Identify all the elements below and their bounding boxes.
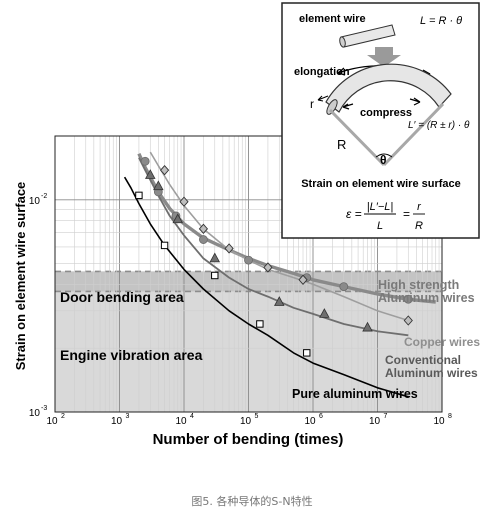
series-label-1: High strength [378, 278, 459, 292]
data-point-circle [244, 255, 253, 265]
straight-wire-icon [339, 24, 396, 48]
x-tick-exponent: 6 [319, 413, 323, 420]
x-tick-exponent: 8 [448, 413, 452, 420]
x-tick-exponent: 2 [61, 413, 65, 420]
data-point-square [211, 271, 219, 280]
strain-equation: ε = |L′−L| L = r R [346, 201, 425, 232]
data-point-diamond [179, 196, 189, 207]
series-label-4: Pure aluminum wires [292, 387, 418, 401]
radius-r-marker [317, 95, 329, 102]
data-point-triangle [145, 169, 156, 179]
series-label-2: Copper wires [404, 335, 480, 349]
data-point-circle [403, 294, 413, 304]
series-label-3: Aluminum wires [385, 366, 478, 380]
data-point-triangle [172, 213, 184, 224]
x-tick-exponent: 4 [190, 413, 194, 420]
R-label: R [337, 137, 346, 152]
y-axis-title: Strain on element wire surface [13, 182, 28, 371]
inset-title: Strain on element wire surface [301, 178, 461, 190]
data-point-square [160, 241, 169, 250]
data-point-triangle [319, 308, 330, 318]
svg-text:|L′−L|: |L′−L| [367, 201, 394, 213]
data-point-circle [140, 156, 150, 166]
y-tick-label: 10 [29, 196, 41, 207]
data-point-diamond [263, 262, 273, 273]
theta-arc [375, 153, 393, 158]
series-label-3: Conventional [385, 353, 461, 367]
data-point-diamond [198, 223, 209, 235]
data-point-diamond [298, 274, 308, 285]
compress-label: compress [360, 107, 412, 119]
inset-strain-diagram: element wire L = R · θ elongation compre… [281, 2, 480, 239]
element-wire-label: element wire [299, 13, 366, 25]
data-point-diamond [224, 243, 234, 254]
data-point-circle [339, 282, 349, 292]
data-point-diamond [159, 165, 170, 176]
radius-lines [328, 102, 445, 167]
y-tick-exponent: -2 [41, 193, 47, 200]
elongation-label: elongation [294, 66, 350, 78]
r-label: r [310, 97, 314, 111]
door-bending-area-label: Door bending area [60, 289, 184, 305]
data-point-triangle [209, 252, 221, 263]
data-point-square [256, 320, 264, 328]
y-tick-exponent: -3 [41, 405, 47, 412]
series-label-1: Aluminum wires [378, 291, 475, 305]
x-tick-exponent: 5 [255, 413, 259, 420]
svg-text:r: r [417, 201, 422, 213]
data-point-triangle [362, 321, 373, 332]
formula-length: L = R · θ [420, 15, 462, 27]
svg-text:ε =: ε = [346, 207, 362, 221]
data-point-square [303, 349, 311, 357]
data-point-square [135, 191, 143, 200]
x-tick-label: 10 [111, 416, 123, 427]
y-tick-label: 10 [29, 408, 41, 419]
data-point-triangle [153, 180, 164, 191]
data-point-triangle [274, 296, 285, 306]
data-point-circle [199, 235, 208, 244]
series-line-3 [138, 157, 409, 337]
svg-text:L: L [377, 220, 383, 232]
x-tick-label: 10 [433, 416, 445, 427]
formula-elongated-length: L′ = (R ± r) · θ [408, 120, 470, 131]
engine-vibration-area-label: Engine vibration area [60, 347, 203, 363]
x-tick-exponent: 3 [126, 413, 130, 420]
x-tick-label: 10 [240, 416, 252, 427]
x-tick-label: 10 [369, 416, 381, 427]
inset-frame [281, 2, 480, 239]
svg-text:R: R [415, 220, 423, 232]
x-tick-label: 10 [304, 416, 316, 427]
theta-label: θ [380, 153, 387, 167]
svg-text:=: = [403, 207, 410, 221]
x-axis-title: Number of bending (times) [153, 431, 344, 448]
x-tick-label: 10 [175, 416, 187, 427]
compress-arrow-icon [342, 97, 421, 110]
series-line-4 [123, 176, 409, 398]
data-point-diamond [403, 315, 413, 326]
bend-arrow-icon [367, 47, 401, 67]
x-tick-label: 10 [46, 416, 58, 427]
x-tick-exponent: 7 [384, 413, 388, 420]
plot-frame [54, 135, 443, 413]
figure-caption: 图5. 各种导体的S-N特性 [191, 495, 313, 508]
